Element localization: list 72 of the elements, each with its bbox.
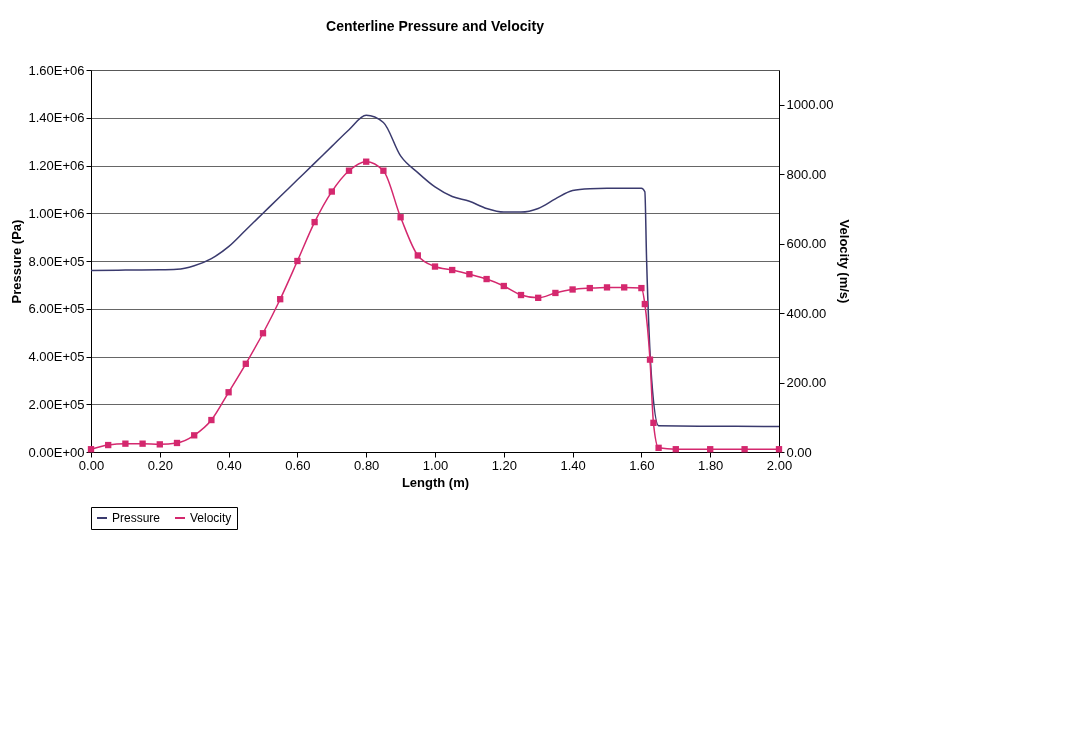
point — [449, 266, 456, 274]
point — [603, 284, 611, 291]
y-tick-label: 1.00E+06 — [28, 205, 85, 221]
y-tick-label: 6.00E+05 — [28, 301, 85, 317]
point — [707, 446, 714, 453]
point — [311, 218, 318, 226]
point — [466, 271, 473, 278]
point — [380, 167, 387, 174]
x-tick-label: 1.20 — [491, 457, 517, 473]
y-tick-label: 2.00E+05 — [28, 396, 85, 412]
point — [345, 167, 353, 174]
point — [483, 275, 490, 283]
y2-axis-title: Velocity (m/s) — [837, 219, 853, 304]
point — [646, 356, 654, 363]
y-tick-label: 0.00E+00 — [28, 444, 85, 460]
point — [156, 441, 163, 448]
point — [191, 432, 198, 439]
point — [586, 284, 593, 292]
point — [173, 439, 181, 447]
x-tick-label: 2.00 — [766, 457, 793, 473]
y-axis-title: Pressure (Pa) — [9, 219, 25, 304]
chart-title: Centerline Pressure and Velocity — [326, 18, 545, 34]
point — [363, 158, 370, 165]
point — [552, 289, 559, 297]
y-tick-label: 8.00E+05 — [28, 253, 85, 269]
y2-tick-label: 800.00 — [786, 166, 827, 182]
x-tick-label: 0.00 — [78, 457, 105, 473]
y-tick-label: 1.40E+06 — [28, 110, 85, 126]
point — [122, 440, 129, 447]
point — [535, 294, 542, 301]
point — [431, 263, 439, 270]
y-tick-label: 1.60E+06 — [28, 62, 85, 78]
x-tick-label: 1.40 — [560, 457, 586, 473]
point — [139, 440, 146, 447]
y2-tick-label: 200.00 — [786, 375, 827, 391]
point — [328, 188, 335, 195]
point — [500, 282, 507, 290]
point — [294, 257, 301, 265]
y-tick-label: 1.20E+06 — [28, 158, 85, 173]
x-axis-title: Length (m) — [401, 474, 470, 490]
point — [655, 444, 662, 451]
x-tick-label: 0.40 — [216, 457, 242, 473]
point — [259, 330, 267, 337]
point — [517, 291, 525, 299]
y2-tick-label: 1000.00 — [786, 97, 834, 113]
y2-tick-label: 0.00 — [786, 444, 812, 460]
x-tick-label: 1.60 — [629, 457, 655, 473]
y2-tick-label: 400.00 — [786, 305, 827, 321]
x-tick-label: 1.80 — [698, 457, 724, 473]
line-series — [90, 114, 780, 428]
point — [672, 446, 679, 453]
x-tick-label: 0.20 — [147, 457, 173, 473]
legend-label: Velocity — [190, 511, 232, 525]
x-tick-label: 0.80 — [354, 457, 380, 473]
y-tick-label: 4.00E+05 — [28, 349, 85, 364]
x-tick-label: 0.60 — [285, 457, 311, 473]
point — [208, 416, 215, 424]
point — [397, 214, 404, 221]
point — [225, 389, 232, 396]
point — [650, 419, 657, 426]
point — [242, 360, 249, 367]
point — [638, 284, 645, 292]
y2-tick-label: 600.00 — [786, 236, 827, 252]
point — [414, 252, 421, 259]
point — [105, 441, 112, 449]
point — [277, 296, 284, 303]
x-tick-label: 1.00 — [422, 457, 449, 473]
point — [741, 446, 748, 453]
legend-label: Pressure — [112, 511, 161, 525]
point — [641, 300, 648, 308]
point — [621, 284, 628, 291]
point — [569, 286, 576, 293]
